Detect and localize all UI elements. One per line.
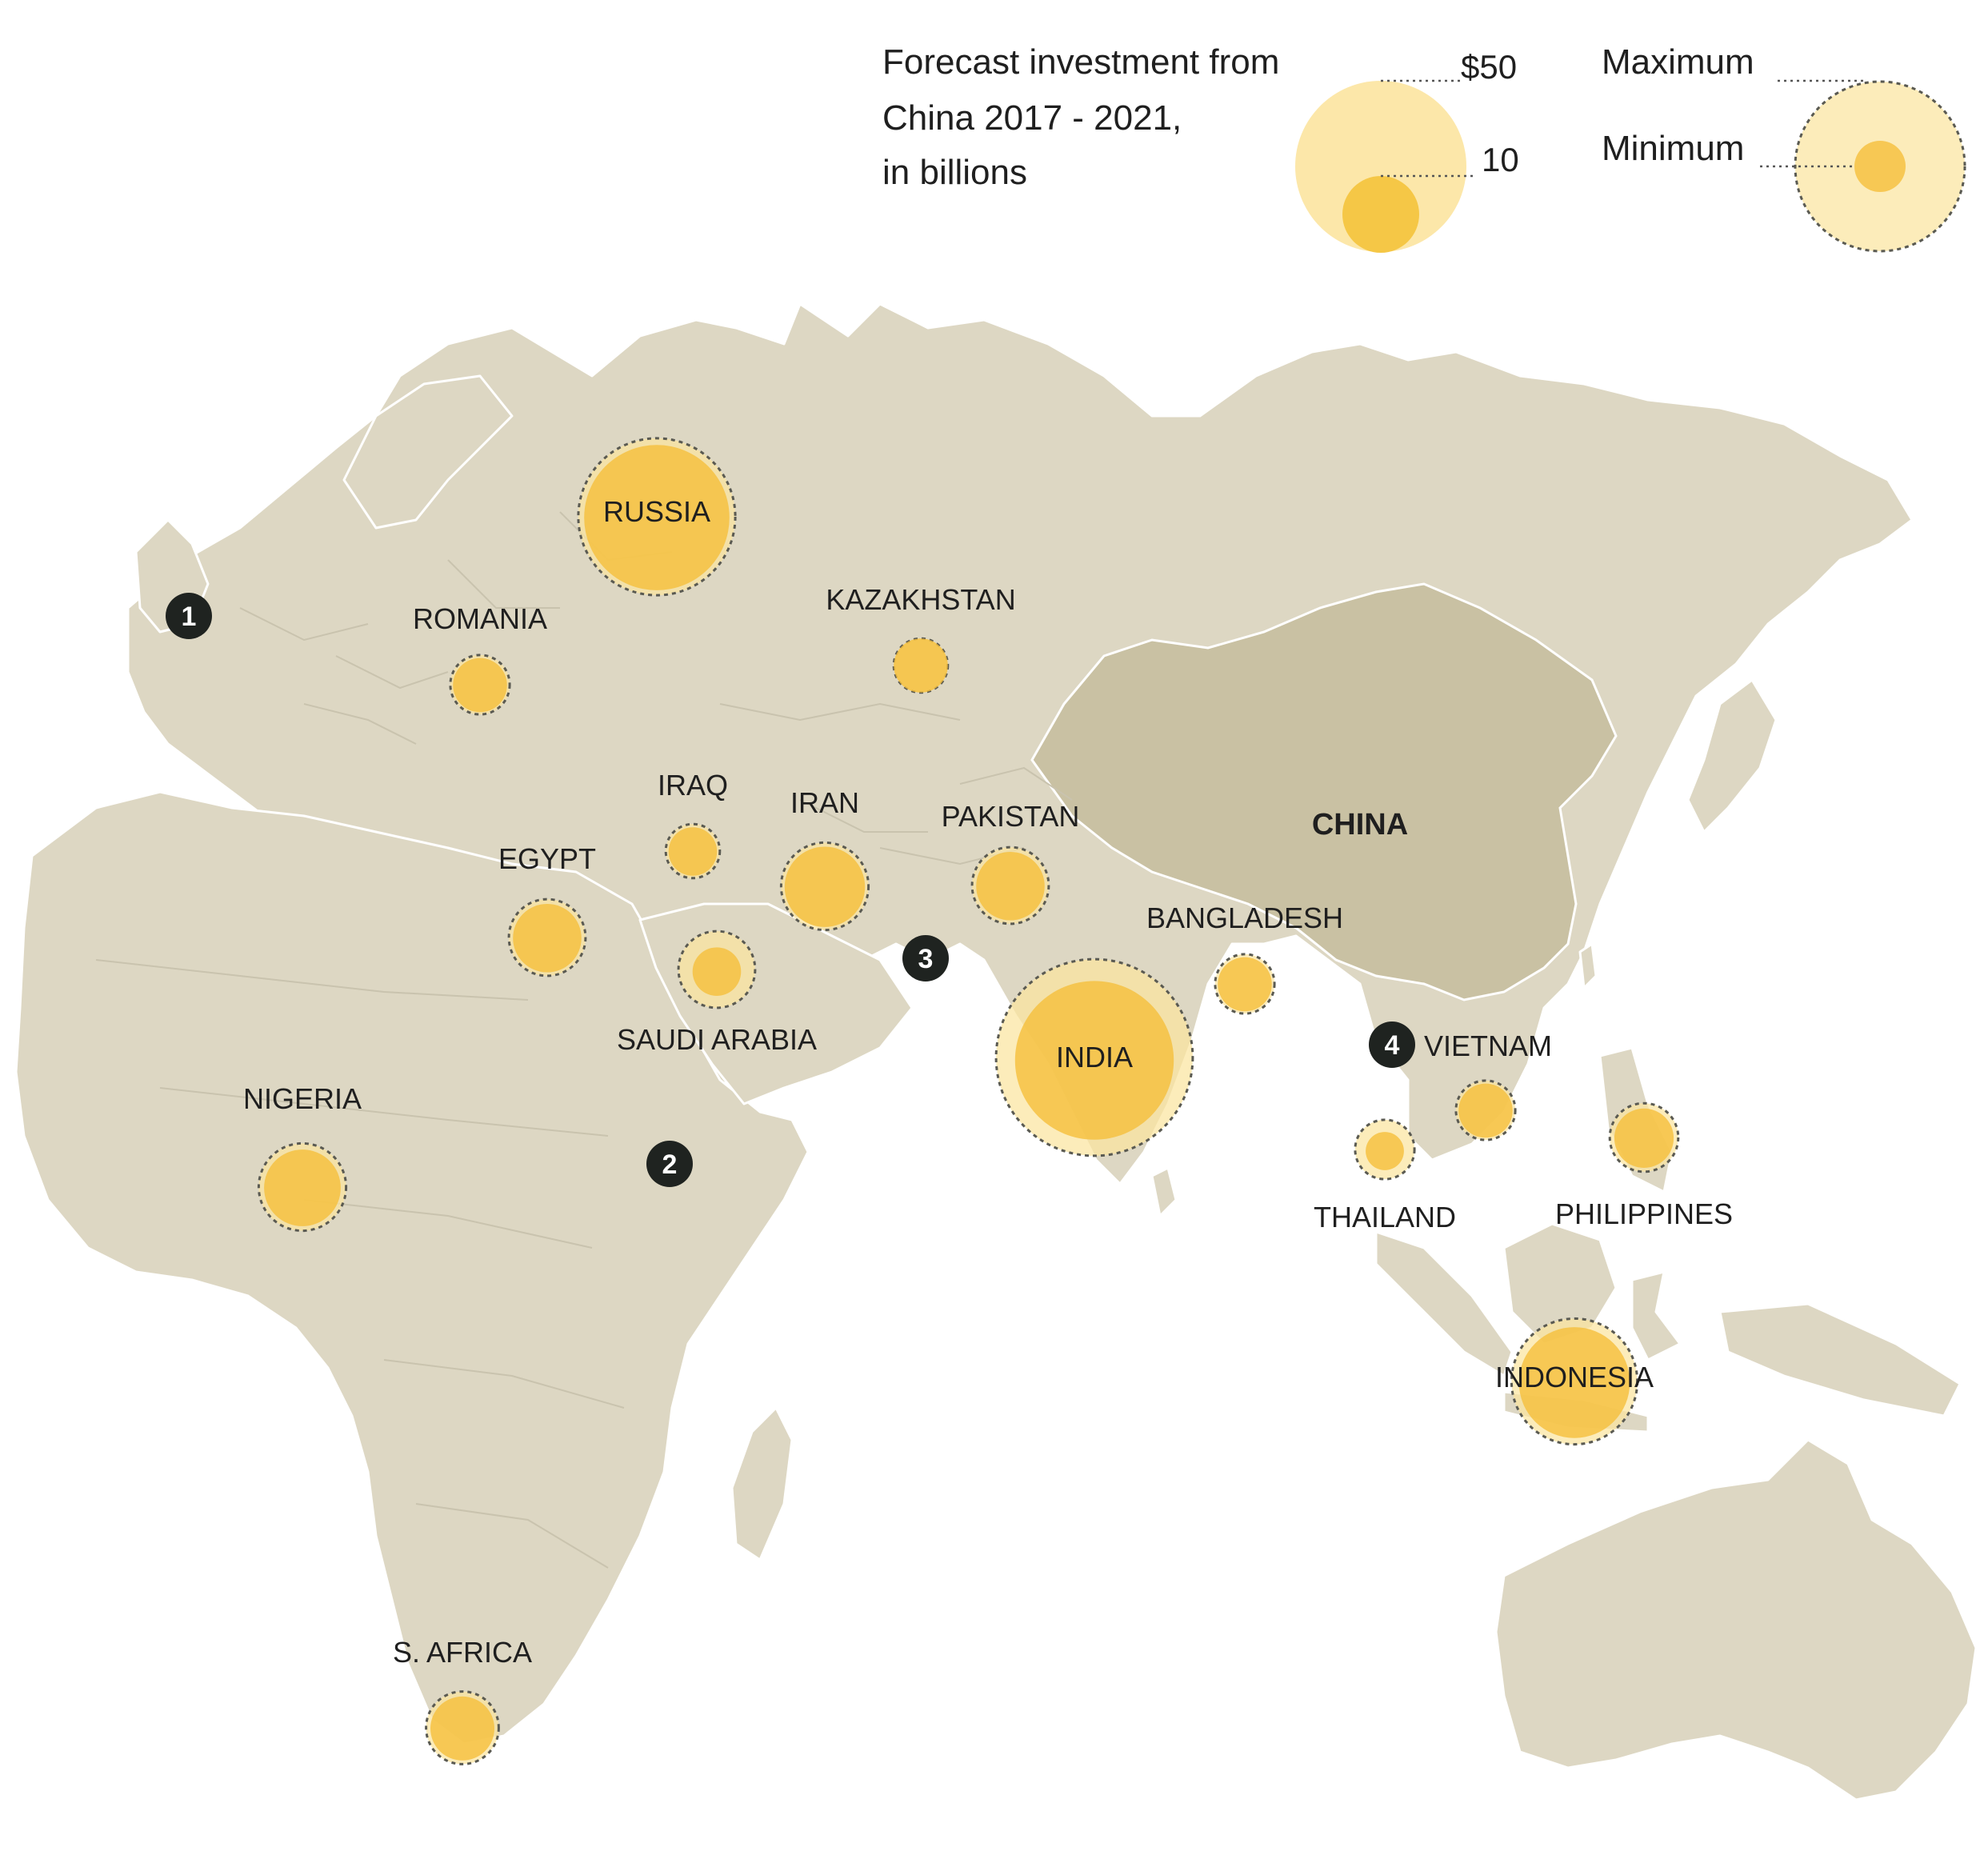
marker-3: 3: [902, 935, 949, 981]
country-bubble-philippines: PHILIPPINES: [1555, 1103, 1733, 1230]
country-bubble-india: INDIA: [996, 959, 1193, 1156]
min-circle: [894, 638, 948, 693]
marker-number: 3: [918, 944, 934, 974]
country-label: EGYPT: [498, 842, 596, 875]
sri-lanka-landmass: [1152, 1168, 1176, 1216]
min-circle: [693, 947, 742, 996]
min-circle: [669, 827, 718, 876]
legend-size-circle-10: [1342, 176, 1419, 253]
min-circle: [785, 846, 865, 926]
country-label: PHILIPPINES: [1555, 1197, 1733, 1230]
country-label: SAUDI ARABIA: [617, 1023, 817, 1056]
country-label: INDONESIA: [1495, 1361, 1654, 1393]
marker-2: 2: [646, 1141, 693, 1187]
country-label: THAILAND: [1314, 1201, 1456, 1233]
china-label: CHINA: [1312, 808, 1408, 842]
country-label: KAZAKHSTAN: [826, 583, 1015, 616]
min-circle: [453, 658, 507, 713]
legend-min-label: Minimum: [1602, 129, 1744, 168]
sumatra-landmass: [1376, 1232, 1512, 1376]
country-label: IRAQ: [658, 769, 728, 802]
marker-number: 4: [1385, 1030, 1400, 1061]
legend: Forecast investment from China 2017 - 20…: [882, 42, 1965, 253]
country-label: BANGLADESH: [1146, 902, 1343, 934]
country-label: NIGERIA: [243, 1082, 362, 1115]
legend-size-label-10: 10: [1482, 141, 1519, 178]
min-circle: [1366, 1132, 1404, 1170]
min-circle: [1458, 1084, 1513, 1138]
min-circle: [264, 1149, 341, 1226]
country-bubble-iran: IRAN: [781, 786, 868, 930]
japan-landmass: [1688, 680, 1776, 832]
country-label: RUSSIA: [603, 495, 710, 528]
country-label: INDIA: [1056, 1041, 1133, 1073]
min-circle: [430, 1697, 494, 1761]
country-label: IRAN: [790, 786, 859, 819]
country-label: VIETNAM: [1424, 1029, 1552, 1062]
country-label: ROMANIA: [413, 602, 547, 635]
legend-max-label: Maximum: [1602, 42, 1754, 82]
marker-1: 1: [166, 593, 212, 639]
min-circle: [976, 852, 1045, 921]
legend-title-line-2: China 2017 - 2021,: [882, 98, 1182, 138]
legend-size-label-50: $50: [1461, 48, 1517, 86]
legend-min-circle: [1854, 141, 1906, 192]
australia-landmass: [1496, 1440, 1976, 1800]
taiwan-landmass: [1580, 944, 1596, 988]
country-label: S. AFRICA: [393, 1636, 532, 1669]
madagascar-landmass: [732, 1408, 792, 1560]
country-bubble-russia: RUSSIA: [578, 438, 735, 595]
country-label: PAKISTAN: [942, 800, 1080, 833]
legend-title-line-1: Forecast investment from: [882, 42, 1279, 82]
min-circle: [513, 904, 582, 973]
min-circle: [1614, 1109, 1674, 1168]
marker-4: 4: [1369, 1021, 1415, 1068]
marker-number: 1: [182, 602, 197, 632]
sulawesi-landmass: [1632, 1272, 1680, 1360]
legend-title-line-3: in billions: [882, 153, 1027, 192]
min-circle: [1218, 957, 1272, 1012]
marker-number: 2: [662, 1149, 678, 1180]
new-guinea-landmass: [1720, 1304, 1960, 1416]
